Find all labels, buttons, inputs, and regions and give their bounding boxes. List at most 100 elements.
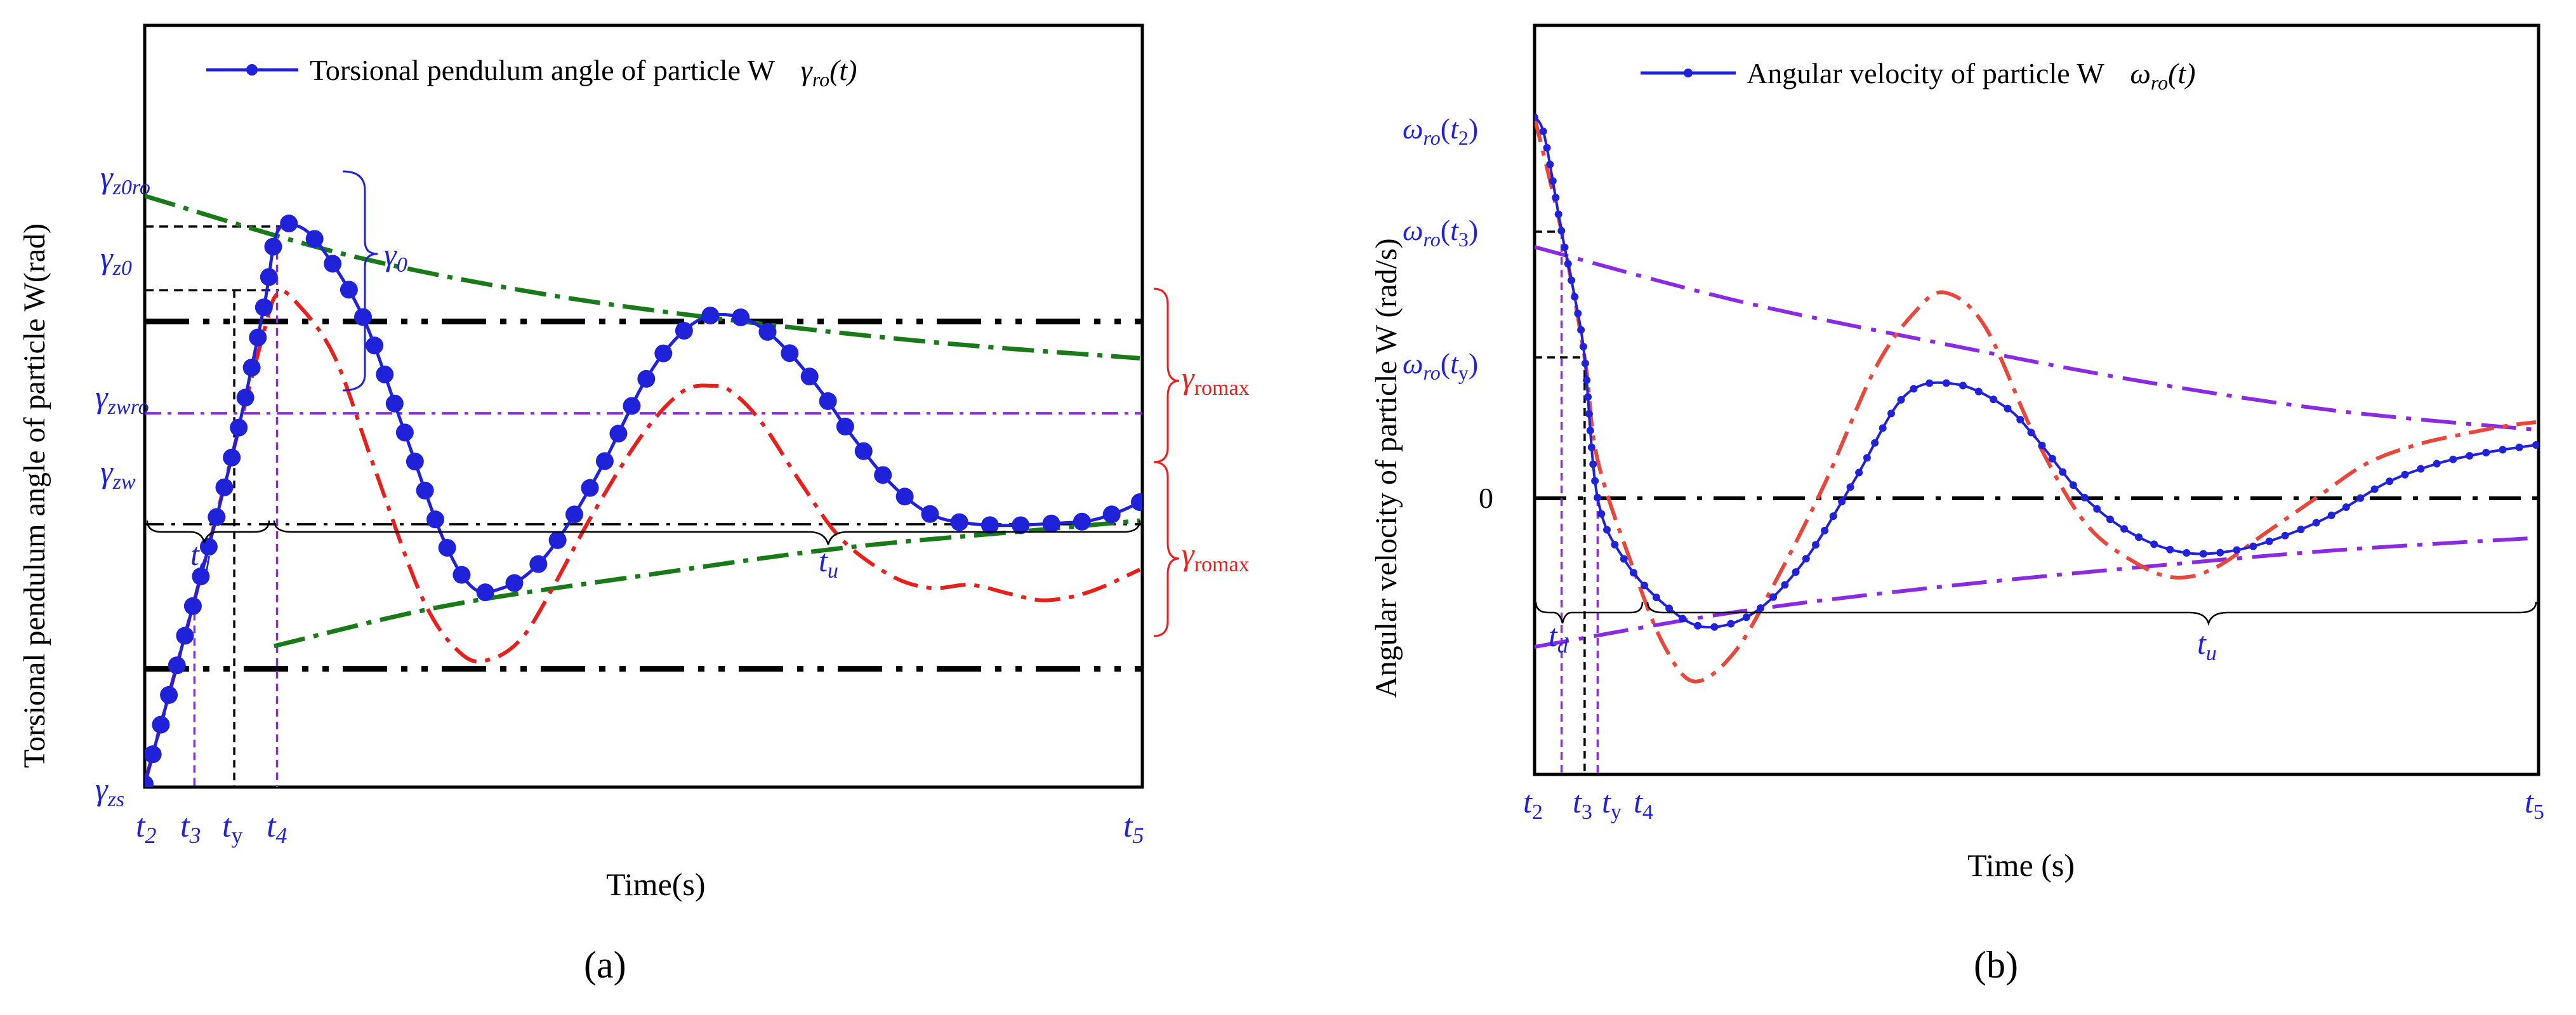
- series-a-point: [895, 488, 914, 506]
- series-b-point: [2183, 549, 2191, 557]
- panel-b-label: (b): [1974, 944, 2018, 986]
- series-b-point: [2166, 545, 2174, 554]
- series-a-point: [1073, 512, 1091, 531]
- series-a-point: [236, 388, 254, 407]
- series-b-point: [2417, 465, 2425, 473]
- series-b-point: [1561, 243, 1569, 251]
- series-b-point: [2297, 526, 2305, 534]
- series-a-point: [366, 336, 384, 355]
- annot-gamma0: γ0: [384, 237, 407, 277]
- series-b-point: [1552, 194, 1560, 202]
- chart-panel-a: Torsional pendulum angle of particle W γ…: [18, 23, 1250, 986]
- series-b-point: [1543, 143, 1551, 152]
- series-b-point: [2004, 404, 2012, 413]
- series-a-point: [152, 715, 170, 734]
- series-b-point: [1611, 541, 1619, 549]
- x-axis-label-a: Time(s): [606, 866, 706, 902]
- series-a-point: [529, 555, 548, 573]
- series-b-point: [1539, 127, 1547, 135]
- series-b-point: [1571, 293, 1579, 301]
- series-b-point: [1871, 439, 1879, 447]
- series-b-point: [2233, 546, 2241, 554]
- series-b-point: [1665, 604, 1674, 613]
- series-a-point: [183, 597, 202, 615]
- legend-a-text: Torsional pendulum angle of particle W: [310, 54, 776, 86]
- series-b-point: [1821, 526, 1829, 534]
- x-ticks-a: t2 t3 ty t4 t5: [136, 808, 1144, 848]
- series-a-point: [701, 307, 720, 325]
- legend-b: Angular velocity of particle W ωro(t): [1641, 57, 2196, 94]
- series-b-point: [2342, 503, 2350, 512]
- ytick-a-z0: γz0: [100, 240, 132, 280]
- series-b-2-line: [1535, 245, 2537, 432]
- series-b-point: [1583, 376, 1591, 384]
- series-a-point: [854, 442, 873, 460]
- brace-tu-b: [1646, 601, 2537, 627]
- series-b-point: [2482, 448, 2490, 456]
- ytick-a-z0ro: γz0ro: [100, 159, 150, 199]
- brace-td-b: [1535, 601, 1644, 624]
- series-b-point: [1587, 443, 1595, 451]
- series-a-point: [637, 369, 656, 388]
- y-axis-label-b: Angular velocity of particle W (rad/s): [1370, 238, 1403, 698]
- ytick-b-zero: 0: [1479, 482, 1493, 514]
- series-b-point: [1652, 594, 1660, 602]
- series-b-point: [1897, 395, 1905, 404]
- legend-b-marker: [1684, 69, 1693, 77]
- series-b-point: [1925, 379, 1934, 387]
- series-b-point: [2515, 443, 2523, 451]
- series-b-point: [1910, 385, 1918, 393]
- series-b-0-line: [1535, 116, 2537, 629]
- legend-b-text: Angular velocity of particle W: [1747, 57, 2104, 90]
- series-b-point: [1958, 381, 1967, 390]
- series-b-point: [1579, 343, 1587, 351]
- series-b-point: [2199, 550, 2207, 558]
- series-b-point: [2265, 537, 2273, 545]
- bracket-romax-bottom: [1153, 461, 1180, 637]
- annotations-b: td tu: [1535, 601, 2537, 665]
- series-a-point: [950, 513, 968, 531]
- annot-romax-top: γromax: [1182, 360, 1250, 400]
- brace-gamma0: [342, 170, 378, 392]
- legend-b-arg: (t): [2168, 57, 2195, 90]
- series-b-point: [2135, 533, 2143, 541]
- series-b-point: [1581, 359, 1589, 368]
- series-a-point: [280, 215, 298, 233]
- series-a-point: [505, 574, 524, 592]
- series-a-point: [654, 344, 673, 362]
- xtick-a-t3: t3: [180, 808, 201, 848]
- series-b-point: [1829, 512, 1837, 521]
- xtick-a-t2: t2: [136, 808, 156, 848]
- series-b-point: [1577, 326, 1585, 334]
- series-b-point: [1792, 568, 1800, 576]
- series-b-point: [1557, 227, 1566, 235]
- series-b-point: [2466, 452, 2474, 460]
- legend-a-marker: [246, 64, 258, 76]
- series-a-point: [1042, 514, 1060, 533]
- series-a-point: [260, 268, 278, 286]
- series-b-point: [1597, 510, 1606, 518]
- series-b-point: [2106, 515, 2115, 524]
- ytick-b-ty: ωro(ty): [1403, 347, 1478, 384]
- series-a-point: [732, 308, 750, 326]
- series-a-point: [565, 505, 583, 524]
- series-b-point: [2386, 477, 2394, 486]
- ytick-a-zs: γzs: [95, 771, 124, 811]
- series-b-point: [1586, 427, 1594, 435]
- series-group-b: [1535, 114, 2539, 684]
- series-a-1-line: [145, 289, 1141, 785]
- svg-text:Torsional pendulum angle of pa: Torsional pendulum angle of particle W γ…: [310, 54, 857, 91]
- series-b-point: [1629, 569, 1637, 577]
- series-a-point: [675, 322, 693, 340]
- series-a-point: [1102, 505, 1121, 524]
- series-b-point: [2120, 525, 2129, 533]
- legend-a: Torsional pendulum angle of particle W γ…: [206, 54, 857, 91]
- series-b-point: [2499, 446, 2507, 454]
- series-b-point: [2038, 441, 2046, 449]
- series-b-point: [1863, 454, 1871, 462]
- series-b-point: [2401, 470, 2409, 479]
- series-a-point: [192, 567, 210, 586]
- series-b-point: [2356, 494, 2365, 502]
- series-a-point: [145, 775, 154, 787]
- series-b-point: [1694, 621, 1702, 630]
